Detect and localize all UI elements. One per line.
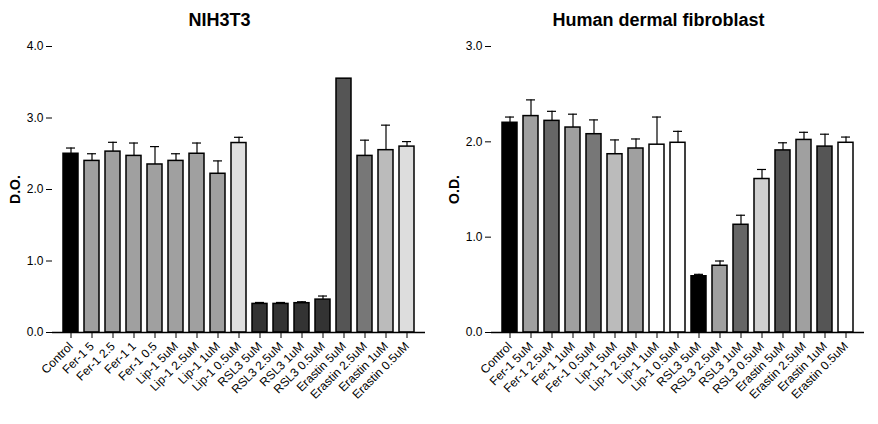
svg-text:4.0: 4.0 [27,39,44,53]
svg-text:RSL3 1uM: RSL3 1uM [695,339,746,390]
svg-text:RSL3 5uM: RSL3 5uM [653,339,704,390]
svg-text:Lip-1 0.5uM: Lip-1 0.5uM [628,339,683,394]
svg-text:Erastin 1uM: Erastin 1uM [335,339,391,395]
svg-text:Lip-1 1uM: Lip-1 1uM [614,339,662,387]
svg-text:Lip-1 1uM: Lip-1 1uM [175,339,223,387]
svg-text:Erastin 0.5uM: Erastin 0.5uM [789,339,851,401]
svg-text:Erastin 0.5uM: Erastin 0.5uM [350,339,412,401]
svg-text:0.0: 0.0 [466,325,483,339]
svg-text:RSL3 1uM: RSL3 1uM [256,339,307,390]
html-text:Human dermal fibroblast: Human dermal fibroblast [552,10,765,30]
svg-text:Lip-1 0.5uM: Lip-1 0.5uM [189,339,244,394]
svg-text:1.0: 1.0 [466,230,483,244]
svg-text:Erastin 2.5uM: Erastin 2.5uM [307,339,370,402]
svg-text:2.0: 2.0 [27,182,44,196]
svg-text:Erastin 5uM: Erastin 5uM [732,339,788,395]
svg-text:O.D.: O.D. [446,175,462,204]
svg-text:Erastin 1uM: Erastin 1uM [774,339,830,395]
svg-text:Fer-1 2.5uM: Fer-1 2.5uM [500,339,557,396]
svg-text:RSL3 2.5uM: RSL3 2.5uM [667,339,725,397]
svg-text:Fer-1 0.5uM: Fer-1 0.5uM [542,339,599,396]
svg-text:Lip-1 2.5uM: Lip-1 2.5uM [147,339,202,394]
svg-text:RSL3 0.5uM: RSL3 0.5uM [709,339,767,397]
svg-text:1.0: 1.0 [27,254,44,268]
svg-text:Lip-1 2.5uM: Lip-1 2.5uM [586,339,641,394]
svg-text:Fer-1 2.5: Fer-1 2.5 [73,339,118,384]
svg-text:Fer-1 1uM: Fer-1 1uM [528,339,578,389]
svg-text:RSL3 2.5uM: RSL3 2.5uM [228,339,286,397]
svg-text:D.O.: D.O. [7,175,23,204]
svg-text:RSL3 5uM: RSL3 5uM [214,339,265,390]
svg-text:3.0: 3.0 [27,111,44,125]
svg-text:Fer-1 0.5: Fer-1 0.5 [115,339,160,384]
svg-text:Fer-1 5uM: Fer-1 5uM [486,339,536,389]
svg-text:Control: Control [38,339,76,377]
svg-text:Erastin 5uM: Erastin 5uM [293,339,349,395]
svg-text:Lip-1 5uM: Lip-1 5uM [572,339,620,387]
svg-text:Lip-1 5uM: Lip-1 5uM [133,339,181,387]
svg-text:Fer-1 5: Fer-1 5 [59,339,97,377]
svg-text:0.0: 0.0 [27,325,44,339]
svg-text:2.0: 2.0 [466,135,483,149]
html-text:NIH3T3: NIH3T3 [188,10,251,30]
svg-text:3.0: 3.0 [466,39,483,53]
svg-text:Fer-1 1: Fer-1 1 [101,339,139,377]
svg-text:RSL3 0.5uM: RSL3 0.5uM [270,339,328,397]
svg-text:Erastin 2.5uM: Erastin 2.5uM [746,339,809,402]
svg-text:Control: Control [477,339,515,377]
